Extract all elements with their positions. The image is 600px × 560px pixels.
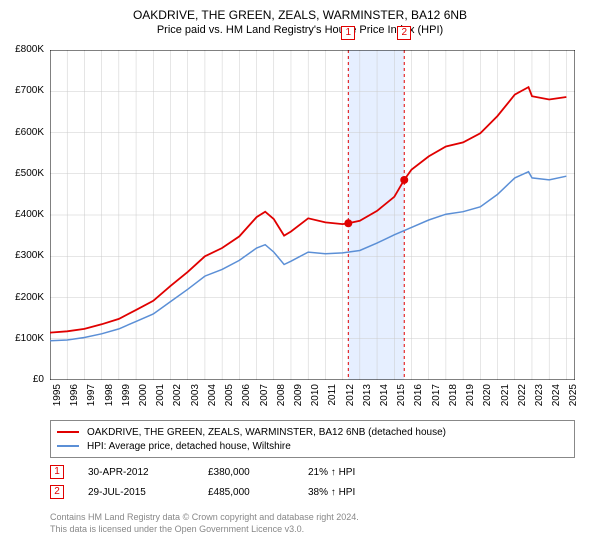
sale-row-2: 2 29-JUL-2015 £485,000 38% ↑ HPI: [50, 482, 575, 502]
legend-swatch-hpi: [57, 445, 79, 447]
x-tick-label: 2001: [155, 384, 166, 414]
x-tick-label: 2010: [310, 384, 321, 414]
sale-pct-1: 21% ↑ HPI: [308, 467, 428, 478]
x-tick-label: 2020: [482, 384, 493, 414]
x-tick-label: 2013: [362, 384, 373, 414]
x-tick-label: 2016: [413, 384, 424, 414]
y-tick-label: £500K: [4, 168, 44, 179]
sale-date-2: 29-JUL-2015: [88, 487, 208, 498]
x-tick-label: 2003: [190, 384, 201, 414]
x-tick-label: 2012: [345, 384, 356, 414]
legend-item-hpi: HPI: Average price, detached house, Wilt…: [57, 439, 568, 453]
x-tick-label: 2023: [534, 384, 545, 414]
x-tick-label: 2025: [568, 384, 579, 414]
footer-line-2: This data is licensed under the Open Gov…: [50, 524, 575, 536]
x-tick-label: 2000: [138, 384, 149, 414]
y-tick-label: £100K: [4, 333, 44, 344]
sale-badge-1: 1: [50, 465, 64, 479]
x-tick-label: 2004: [207, 384, 218, 414]
x-tick-label: 2021: [500, 384, 511, 414]
legend-label-hpi: HPI: Average price, detached house, Wilt…: [87, 441, 291, 452]
sale-pct-2: 38% ↑ HPI: [308, 487, 428, 498]
legend-label-property: OAKDRIVE, THE GREEN, ZEALS, WARMINSTER, …: [87, 427, 446, 438]
x-tick-label: 1999: [121, 384, 132, 414]
y-tick-label: £800K: [4, 44, 44, 55]
footer-line-1: Contains HM Land Registry data © Crown c…: [50, 512, 575, 524]
y-tick-label: £700K: [4, 85, 44, 96]
x-tick-label: 2005: [224, 384, 235, 414]
sales-table: 1 30-APR-2012 £380,000 21% ↑ HPI 2 29-JU…: [50, 462, 575, 502]
x-tick-label: 2022: [517, 384, 528, 414]
x-tick-label: 2002: [172, 384, 183, 414]
x-tick-label: 2024: [551, 384, 562, 414]
y-tick-label: £200K: [4, 292, 44, 303]
y-tick-label: £300K: [4, 250, 44, 261]
chart-title: OAKDRIVE, THE GREEN, ZEALS, WARMINSTER, …: [0, 0, 600, 22]
sale-price-1: £380,000: [208, 467, 308, 478]
x-tick-label: 2011: [327, 384, 338, 414]
x-tick-label: 2019: [465, 384, 476, 414]
sale-badge-2: 2: [50, 485, 64, 499]
x-tick-label: 1996: [69, 384, 80, 414]
x-tick-label: 2014: [379, 384, 390, 414]
x-tick-label: 2006: [241, 384, 252, 414]
x-tick-label: 2018: [448, 384, 459, 414]
y-tick-label: £0: [4, 374, 44, 385]
x-tick-label: 2015: [396, 384, 407, 414]
x-tick-label: 2009: [293, 384, 304, 414]
x-tick-label: 1997: [86, 384, 97, 414]
y-tick-label: £600K: [4, 127, 44, 138]
sale-marker-label: 1: [341, 26, 355, 40]
y-axis-labels: £0 £100K £200K £300K £400K £500K £600K £700K £80…: [4, 44, 44, 386]
sale-price-2: £485,000: [208, 487, 308, 498]
x-tick-label: 2008: [276, 384, 287, 414]
sale-marker-label: 2: [397, 26, 411, 40]
footer: Contains HM Land Registry data © Crown c…: [50, 512, 575, 535]
chart-container: OAKDRIVE, THE GREEN, ZEALS, WARMINSTER, …: [0, 0, 600, 560]
y-tick-label: £400K: [4, 209, 44, 220]
legend-item-property: OAKDRIVE, THE GREEN, ZEALS, WARMINSTER, …: [57, 425, 568, 439]
legend-swatch-property: [57, 431, 79, 433]
chart-svg: [50, 50, 575, 380]
x-tick-label: 1995: [52, 384, 63, 414]
x-tick-label: 1998: [104, 384, 115, 414]
x-tick-label: 2007: [259, 384, 270, 414]
chart-area: £0£100K£200K£300K£400K£500K£600K£700K£80…: [50, 50, 575, 380]
x-tick-label: 2017: [431, 384, 442, 414]
sale-row-1: 1 30-APR-2012 £380,000 21% ↑ HPI: [50, 462, 575, 482]
sale-date-1: 30-APR-2012: [88, 467, 208, 478]
legend: OAKDRIVE, THE GREEN, ZEALS, WARMINSTER, …: [50, 420, 575, 458]
chart-subtitle: Price paid vs. HM Land Registry's House …: [0, 22, 600, 36]
x-axis-labels: 1995 1996 1997 1998 1999 2000 2001 2002 2003 2004…: [50, 382, 575, 422]
